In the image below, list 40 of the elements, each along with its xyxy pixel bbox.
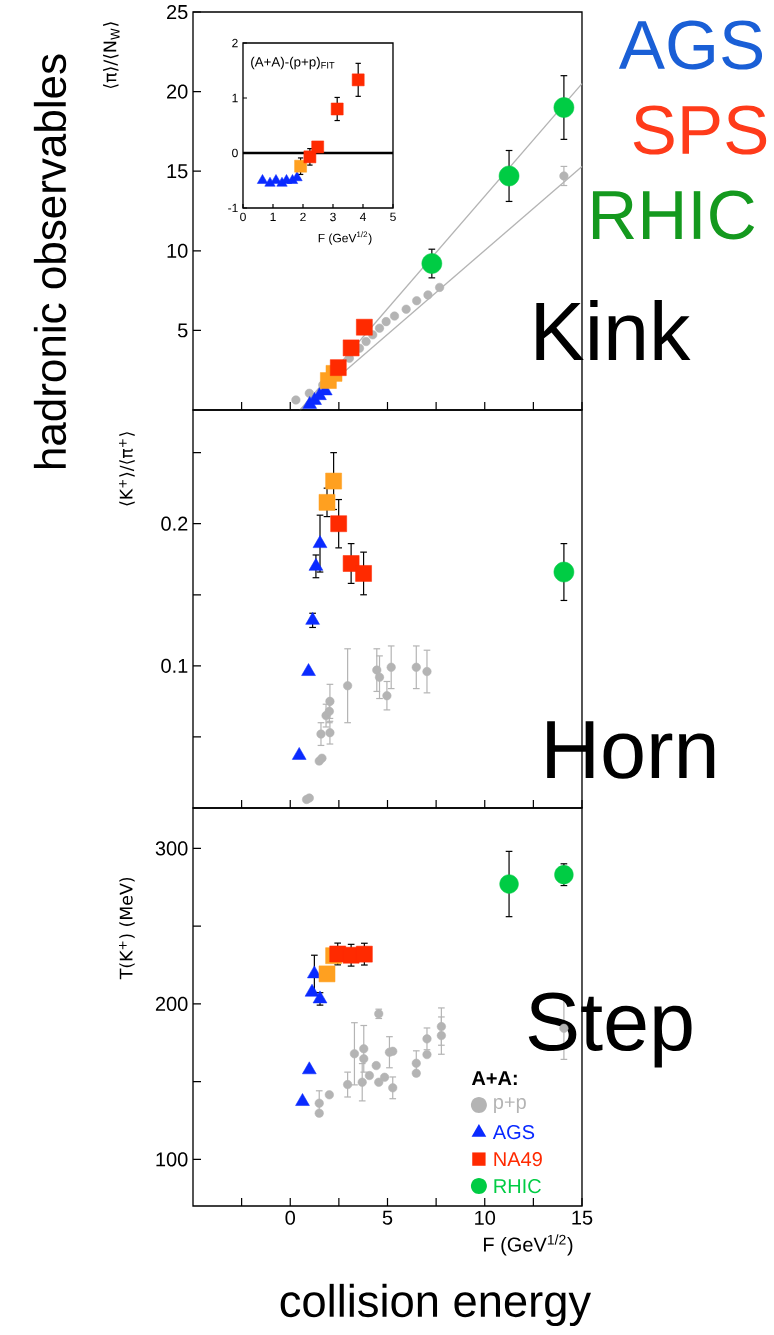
- text: RHIC: [592, 190, 755, 240]
- x-tick-label: 4: [359, 212, 366, 221]
- x-axis-title: F (GeV$^{1/2}$): [318, 231, 372, 245]
- x-tick-label: 10: [475, 1210, 496, 1225]
- y-tick-label: 200: [155, 996, 188, 1011]
- text: AGS: [618, 20, 763, 70]
- y-tick-label: 300: [155, 841, 188, 856]
- y-tick-label: 15: [167, 164, 188, 179]
- text: SPS: [633, 105, 767, 155]
- text: collision energy: [280, 1283, 592, 1327]
- x-tick-label: 5: [382, 1210, 393, 1225]
- legend-label: p+p: [494, 1097, 526, 1113]
- y-tick-label: 0: [232, 148, 238, 158]
- y-axis-title: ⟨K$^{+}$⟩/⟨π$^{+}$⟩: [119, 432, 135, 506]
- text: hadronic observables: [33, 54, 67, 469]
- x-axis-title: F (GeV$^{1/2}$): [484, 1234, 573, 1256]
- y-axis-title: ⟨π⟩/⟨N$_{W}$⟩: [103, 22, 120, 89]
- legend-title: A+A:: [471, 1071, 517, 1085]
- y-tick-label: 100: [156, 1152, 188, 1167]
- x-tick-label: 3: [330, 212, 336, 222]
- y-tick-label: 1: [232, 93, 238, 103]
- y-tick-label: 5: [177, 323, 188, 338]
- y-tick-label: 0.2: [161, 516, 188, 531]
- annotation: (A+A)-(p+p)$_{FIT}$: [251, 56, 335, 70]
- legend-label: RHIC: [494, 1179, 541, 1194]
- y-tick-label: 25: [167, 4, 188, 20]
- y-tick-label: 0.1: [161, 658, 188, 673]
- y-tick-label: 10: [167, 243, 188, 258]
- x-tick-label: 5: [390, 212, 396, 222]
- x-tick-label: 1: [270, 212, 276, 221]
- y-tick-label: -1: [228, 203, 238, 213]
- x-tick-label: 0: [285, 1210, 296, 1225]
- legend-label: NA49: [494, 1152, 542, 1167]
- x-tick-label: 15: [572, 1210, 593, 1225]
- x-tick-label: 0: [240, 212, 246, 222]
- y-tick-label: 20: [167, 84, 188, 99]
- legend-label: AGS: [492, 1125, 535, 1140]
- x-tick-label: 2: [300, 212, 306, 222]
- y-tick-label: 2: [232, 38, 238, 48]
- y-axis-title: T(K$^{+}$) (MeV): [119, 877, 135, 980]
